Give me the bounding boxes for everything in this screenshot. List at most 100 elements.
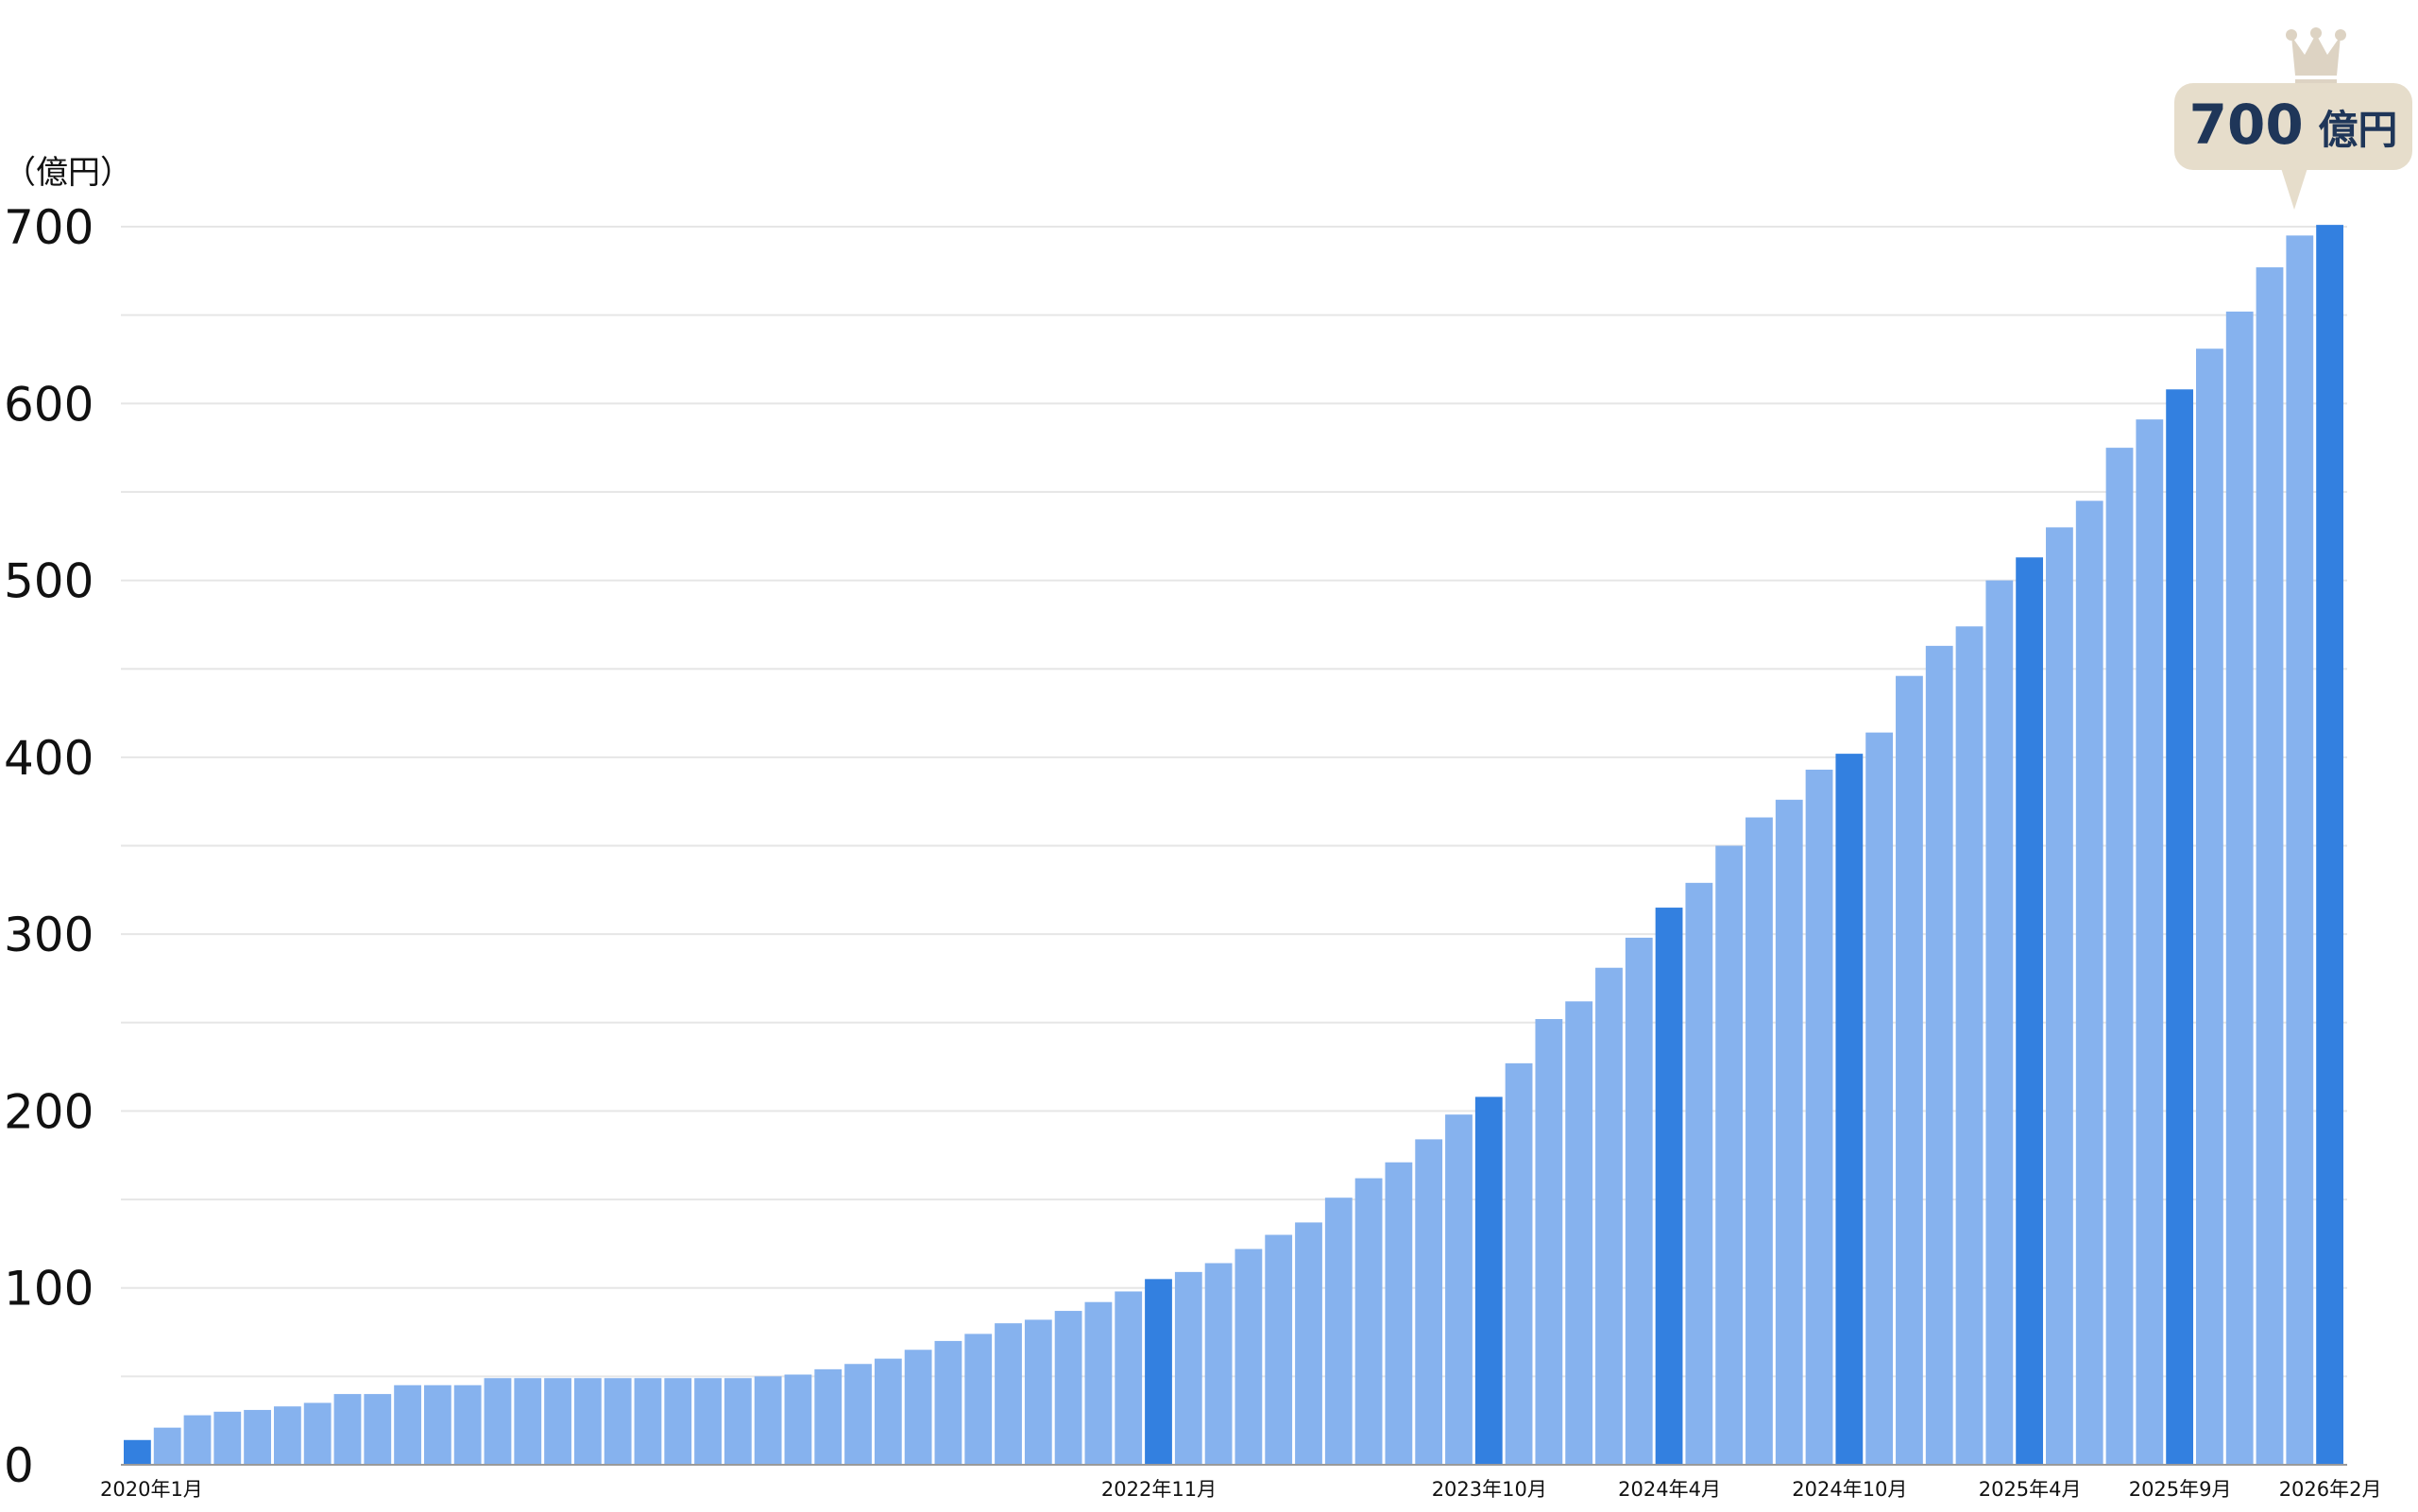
bar xyxy=(1985,580,2014,1465)
peak-callout: 700 億円 xyxy=(2174,27,2412,210)
y-axis-label: （億円） xyxy=(4,154,132,192)
bar xyxy=(814,1368,843,1465)
y-tick-label: 600 xyxy=(4,377,94,432)
callout-pointer xyxy=(2281,168,2307,210)
bar xyxy=(303,1402,332,1465)
crown-icon xyxy=(2286,27,2346,87)
bar xyxy=(2286,235,2314,1466)
x-tick-label: 2024年10月 xyxy=(1792,1478,1907,1501)
bar xyxy=(694,1378,722,1465)
y-tick-label: 500 xyxy=(4,554,94,609)
bar xyxy=(1415,1139,1443,1465)
x-tick-label: 2025年9月 xyxy=(2129,1478,2232,1501)
callout-badge xyxy=(2174,83,2412,170)
bar xyxy=(1354,1178,1383,1465)
bar xyxy=(1805,769,1833,1465)
bar xyxy=(1265,1234,1293,1465)
bar xyxy=(244,1409,271,1465)
bar xyxy=(1295,1222,1322,1465)
bar xyxy=(934,1340,962,1465)
bar xyxy=(484,1378,512,1465)
bar xyxy=(904,1350,932,1465)
bar xyxy=(1715,845,1744,1465)
bar xyxy=(2105,448,2134,1465)
x-tick-label: 2024年4月 xyxy=(1618,1478,1721,1501)
bar xyxy=(153,1427,181,1465)
bar xyxy=(1505,1062,1533,1465)
bar xyxy=(1174,1271,1202,1465)
bar xyxy=(1054,1311,1082,1465)
y-tick-label: 0 xyxy=(4,1438,34,1493)
x-tick-label: 2020年1月 xyxy=(100,1478,203,1501)
bar xyxy=(183,1415,212,1465)
bar xyxy=(273,1406,301,1465)
callout-value: 700 xyxy=(2189,93,2304,157)
bar xyxy=(784,1374,812,1465)
bar xyxy=(964,1334,993,1465)
bar xyxy=(213,1411,242,1465)
y-tick-label: 300 xyxy=(4,908,94,962)
x-tick-label: 2023年10月 xyxy=(1432,1478,1547,1501)
y-tick-label: 200 xyxy=(4,1084,94,1139)
bar xyxy=(1925,645,1953,1465)
x-tick-label: 2022年11月 xyxy=(1101,1478,1217,1501)
bar xyxy=(1565,1001,1593,1465)
bar xyxy=(874,1358,902,1465)
bar xyxy=(1775,799,1803,1465)
bar xyxy=(1655,908,1683,1465)
bar xyxy=(394,1385,421,1465)
y-tick-label: 400 xyxy=(4,731,94,786)
bar xyxy=(2046,527,2073,1465)
bar xyxy=(1145,1279,1172,1465)
callout-unit: 億円 xyxy=(2318,107,2397,153)
bar xyxy=(1204,1263,1233,1465)
bar xyxy=(1955,626,1984,1465)
bar xyxy=(1595,967,1623,1465)
bar xyxy=(1235,1249,1263,1465)
bar xyxy=(634,1378,662,1465)
bar xyxy=(2196,348,2223,1465)
svg-text:700 億円: 700 億円 xyxy=(2189,93,2398,157)
bar xyxy=(544,1378,571,1465)
bar xyxy=(1685,882,1713,1465)
bar xyxy=(1474,1096,1503,1465)
y-tick-label: 100 xyxy=(4,1262,94,1317)
bar xyxy=(1625,937,1653,1465)
bar xyxy=(514,1378,542,1465)
bar xyxy=(124,1439,151,1465)
bar xyxy=(1896,675,1923,1465)
y-axis: （億円） 0 100 200 300 400 500 600 700 xyxy=(4,154,132,1493)
bar xyxy=(664,1378,692,1465)
bar xyxy=(724,1378,752,1465)
bar xyxy=(2075,501,2103,1465)
x-axis: 2020年1月 2022年11月 2023年10月 2024年4月 2024年10月 20… xyxy=(100,1478,2382,1501)
bar xyxy=(1115,1291,1143,1465)
bar xyxy=(1865,732,1894,1465)
bar xyxy=(423,1385,451,1465)
grid-lines xyxy=(121,226,2347,1378)
bar xyxy=(2225,311,2254,1465)
bar xyxy=(604,1378,632,1465)
bar xyxy=(2316,225,2343,1465)
bar xyxy=(1024,1319,1052,1465)
bar xyxy=(754,1376,782,1465)
bar xyxy=(1324,1198,1353,1465)
bar xyxy=(364,1394,392,1465)
bar xyxy=(1535,1019,1563,1465)
bar xyxy=(2016,557,2044,1465)
bar xyxy=(995,1323,1022,1465)
bar xyxy=(453,1385,482,1465)
x-tick-label: 2026年2月 xyxy=(2279,1478,2382,1501)
bar xyxy=(1445,1114,1473,1465)
bar xyxy=(1835,754,1864,1465)
y-tick-label: 700 xyxy=(4,200,94,255)
bars xyxy=(124,225,2343,1466)
bar xyxy=(573,1378,602,1465)
bar xyxy=(1084,1301,1113,1465)
bar xyxy=(2166,389,2194,1465)
bar xyxy=(2256,267,2284,1466)
bar xyxy=(333,1394,362,1465)
x-tick-label: 2025年4月 xyxy=(1979,1478,2082,1501)
bar xyxy=(1745,817,1773,1465)
